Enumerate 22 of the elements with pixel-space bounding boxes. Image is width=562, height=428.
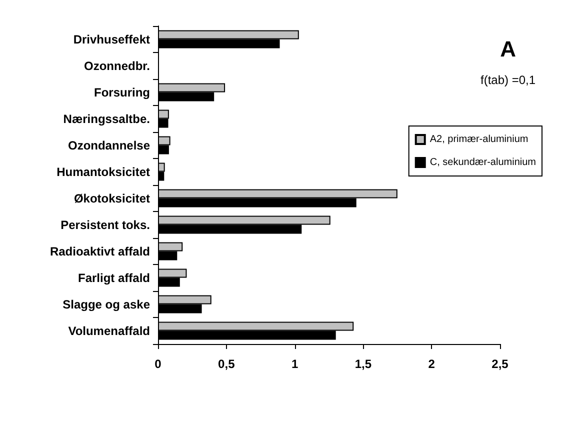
y-tick-label: Ozonnedbr.	[84, 58, 150, 73]
y-tick-label: Næringssaltbe.	[63, 112, 150, 126]
x-tick-label: 1,5	[354, 357, 372, 371]
y-tick-label: Slagge og aske	[62, 297, 150, 312]
annotation: f(tab) =0,1	[480, 73, 536, 87]
x-tick-label: 0,5	[218, 357, 236, 371]
x-tick-label: 2	[428, 357, 436, 371]
legend-label: C, sekundær-aluminium	[430, 157, 536, 168]
x-tick-label: 1	[291, 357, 298, 371]
y-tick-label: Persistent toks.	[60, 218, 150, 232]
y-tick-label: Ozondannelse	[68, 138, 150, 152]
y-tick-label: Forsuring	[94, 85, 150, 100]
y-tick-label: Humantoksicitet	[56, 164, 150, 179]
y-tick-label: Volumenaffald	[68, 324, 150, 338]
y-tick-label: Farligt affald	[78, 270, 150, 285]
legend-label: A2, primær-aluminium	[430, 134, 528, 145]
y-tick-label: Radioaktivt affald	[50, 244, 150, 258]
y-tick-label: Drivhuseffekt	[73, 32, 150, 46]
y-tick-label: Økotoksicitet	[74, 191, 150, 206]
x-tick-label: 0	[154, 357, 162, 371]
annotation: A	[500, 36, 516, 62]
x-tick-label: 2,5	[492, 357, 509, 371]
